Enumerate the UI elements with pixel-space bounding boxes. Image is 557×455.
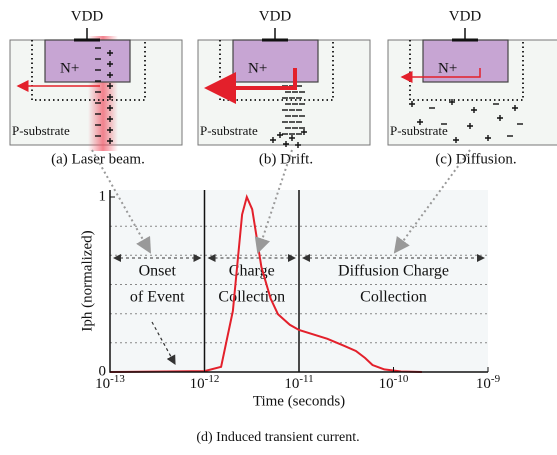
x-tick-base: 10 [476,376,491,392]
positive-charge [301,129,307,135]
positive-charge [107,50,113,56]
positive-charge [107,116,113,122]
positive-charge [107,105,113,111]
current-line [109,193,422,373]
substrate-label: P-substrate [12,123,70,138]
supply-label: VDD [449,8,482,24]
x-tick-label: 10-12 [190,373,220,393]
y-axis-label: Iph (normalized) [79,230,95,331]
current-arrow [204,68,297,104]
region-label: Collection [218,289,285,306]
onset-arrow [151,321,176,366]
n-plus-region [232,39,319,83]
x-tick-label: 10-10 [379,373,409,393]
positive-charge [289,135,295,141]
depletion-boundary [219,40,334,101]
positive-charge [107,127,113,133]
x-tick-base: 10 [95,376,110,392]
positive-charge [497,115,503,121]
positive-charge [277,132,283,138]
region-label: Collection [360,289,427,306]
x-tick-label: 10-9 [476,373,501,393]
y-tick-label: 0 [99,363,107,379]
link-arrow [393,149,471,254]
positive-charge [107,138,113,144]
region-label: of Event [130,289,185,306]
x-axis-label: Time (seconds) [253,393,345,409]
positive-charge [107,61,113,67]
x-tick-exponent: -13 [110,373,125,385]
positive-charge [485,135,491,141]
diffusion-label: N+ [60,60,79,76]
positive-charge [295,142,301,148]
depletion-boundary [409,40,524,101]
region-label: Onset [139,263,177,280]
current-arrow [400,68,481,83]
x-tick-base: 10 [379,376,394,392]
positive-charge [471,107,477,113]
depletion-boundary [31,40,146,101]
x-tick-exponent: -9 [491,373,501,385]
supply-label: VDD [71,8,104,24]
panel-caption: (b) Drift. [259,151,313,167]
region-label: Diffusion Charge [338,263,449,280]
diffusion-label: N+ [438,60,457,76]
diffusion-label: N+ [248,60,267,76]
figure-caption: (d) Induced transient current. [196,430,359,445]
x-tick-exponent: -12 [205,373,220,385]
positive-charge [270,137,276,143]
supply-label: VDD [259,8,292,24]
x-tick-exponent: -11 [299,373,313,385]
x-tick-exponent: -10 [394,373,409,385]
panel-caption: (c) Diffusion. [435,151,516,167]
positive-charge [417,119,423,125]
n-plus-region [44,39,131,83]
positive-charge [283,141,289,147]
positive-charge [107,94,113,100]
n-plus-region [422,39,509,83]
positive-charge [512,105,518,111]
x-tick-base: 10 [190,376,205,392]
positive-charge [467,123,473,129]
positive-charge [409,101,415,107]
x-tick-label: 10-11 [284,373,313,393]
positive-charge [107,72,113,78]
y-tick-label: 1 [99,188,107,204]
substrate-label: P-substrate [390,123,448,138]
substrate-label: P-substrate [200,123,258,138]
positive-charge [107,83,113,89]
positive-charge [449,99,455,105]
x-tick-label: 10-13 [95,373,125,393]
positive-charge [453,137,459,143]
x-tick-base: 10 [284,376,299,392]
